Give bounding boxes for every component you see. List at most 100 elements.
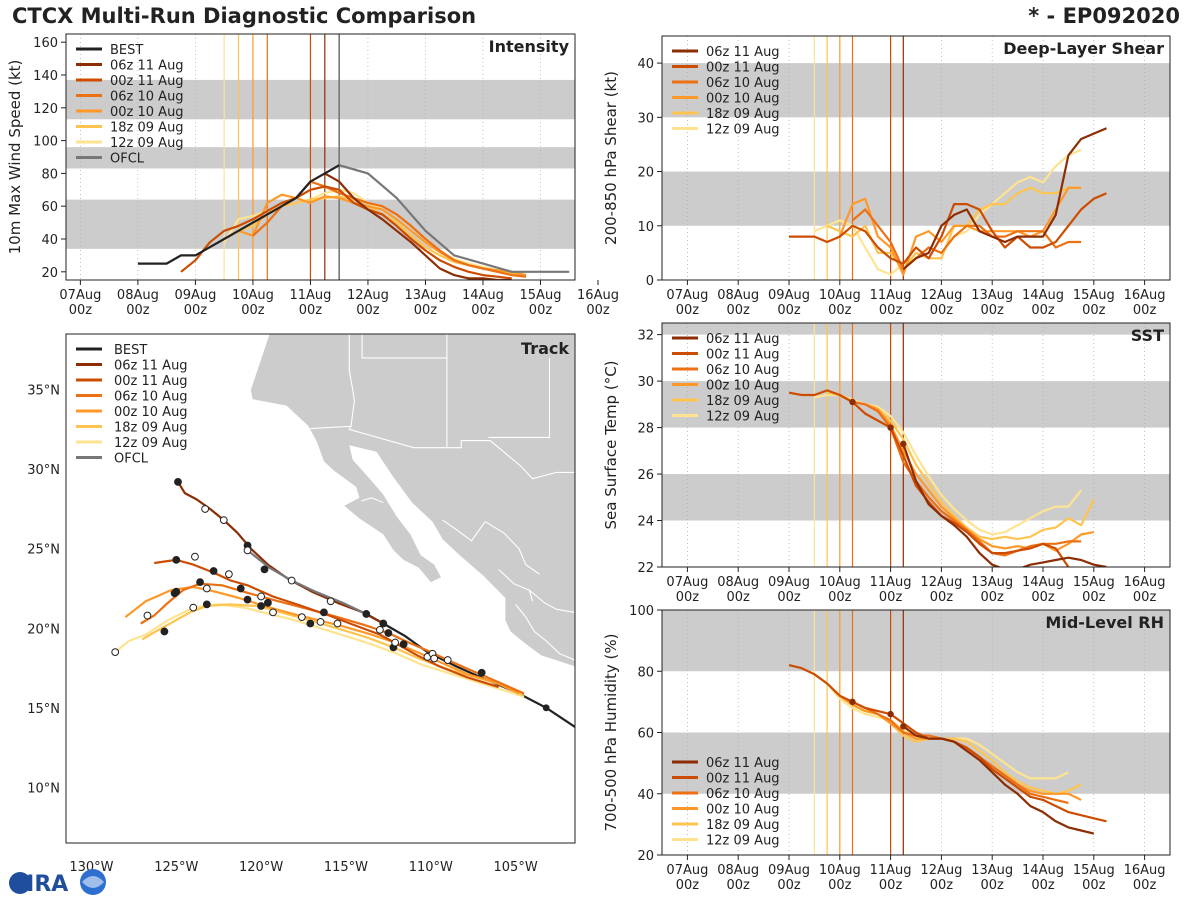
track-marker	[172, 555, 181, 564]
x-tick-hour: 00z	[1082, 303, 1106, 318]
x-tick-hour: 00z	[529, 303, 553, 318]
legend-label: 06z 10 Aug	[706, 363, 780, 378]
legend-label: 06z 11 Aug	[114, 359, 188, 374]
series-line	[902, 443, 1107, 567]
track-marker	[202, 600, 211, 609]
legend-label: 00z 10 Aug	[114, 405, 188, 420]
y-tick-label: 0	[646, 274, 654, 289]
y-tick-label: 20	[41, 266, 58, 281]
shade-band	[662, 171, 1170, 226]
lon-tick-label: 125°W	[154, 860, 198, 875]
x-tick-hour: 00z	[1082, 878, 1106, 893]
y-tick-label: 20	[637, 166, 654, 181]
y-axis-label: 10m Max Wind Speed (kt)	[6, 60, 24, 255]
x-tick-label: 08Aug	[117, 288, 159, 303]
track-marker	[430, 654, 439, 663]
logo-text: CIRA	[10, 872, 68, 897]
legend-label: BEST	[110, 43, 143, 58]
shade-band	[662, 63, 1170, 118]
border-line	[361, 334, 448, 359]
legend-label: 06z 11 Aug	[706, 756, 780, 771]
legend-label: 12z 09 Aug	[706, 123, 780, 138]
x-tick-label: 13Aug	[971, 575, 1013, 590]
marker-point	[887, 424, 894, 431]
lat-tick-label: 15°N	[27, 702, 60, 717]
x-tick-label: 15Aug	[1073, 288, 1115, 303]
x-tick-label: 13Aug	[971, 863, 1013, 878]
x-tick-label: 10Aug	[819, 863, 861, 878]
y-tick-label: 160	[33, 36, 58, 51]
track-marker	[391, 638, 400, 647]
storm-id: * - EP092020	[1028, 4, 1180, 28]
legend-label: OFCL	[114, 452, 149, 467]
x-tick-label: 11Aug	[870, 288, 912, 303]
panel-title: SST	[1131, 326, 1164, 345]
y-tick-label: 40	[41, 233, 58, 248]
track-marker	[443, 656, 452, 664]
legend-label: 00z 10 Aug	[706, 803, 780, 818]
x-tick-hour: 00z	[1133, 590, 1157, 605]
x-tick-label: 15Aug	[1073, 863, 1115, 878]
x-tick-hour: 00z	[299, 303, 323, 318]
x-tick-label: 08Aug	[717, 575, 759, 590]
x-tick-label: 07Aug	[666, 863, 708, 878]
panel-title: Track	[521, 339, 569, 358]
y-tick-label: 60	[41, 200, 58, 215]
legend-label: 00z 11 Aug	[706, 772, 780, 787]
x-tick-hour: 00z	[828, 590, 852, 605]
track-line	[141, 603, 523, 697]
y-tick-label: 10	[637, 220, 654, 235]
series-line	[324, 172, 512, 280]
x-tick-hour: 00z	[356, 303, 380, 318]
x-tick-hour: 00z	[586, 303, 610, 318]
panel-rh: 2040608010007Aug00z08Aug00z09Aug00z10Aug…	[602, 604, 1171, 893]
series-line	[902, 127, 1107, 271]
axes-frame	[65, 33, 576, 281]
plot-area	[662, 610, 1170, 855]
plot-area	[662, 36, 1170, 280]
track-line	[246, 549, 367, 615]
x-tick-hour: 00z	[69, 303, 93, 318]
x-tick-hour: 00z	[930, 590, 954, 605]
legend-label: 18z 09 Aug	[706, 107, 780, 122]
x-tick-hour: 00z	[1031, 303, 1055, 318]
series-line	[814, 393, 1082, 536]
plot-area	[66, 34, 575, 280]
best-track	[365, 613, 575, 728]
x-tick-hour: 00z	[184, 303, 208, 318]
x-tick-hour: 00z	[676, 590, 700, 605]
track-marker	[191, 552, 199, 561]
track-marker	[297, 613, 306, 622]
shade-band	[662, 323, 1170, 335]
track-marker	[477, 668, 486, 677]
panel-shear: 01020304007Aug00z08Aug00z09Aug00z10Aug00…	[602, 35, 1171, 318]
track-line	[154, 558, 499, 689]
legend-label: 06z 11 Aug	[110, 59, 184, 74]
y-tick-label: 40	[637, 788, 654, 803]
y-tick-label: 100	[629, 604, 654, 619]
axes-frame	[661, 35, 1171, 281]
marker-point	[849, 398, 856, 406]
series-line	[851, 208, 1082, 271]
x-tick-hour: 00z	[777, 590, 801, 605]
x-tick-hour: 00z	[879, 878, 903, 893]
lat-tick-label: 35°N	[27, 384, 60, 399]
series-line	[180, 185, 512, 280]
legend-label: 06z 10 Aug	[706, 787, 780, 802]
x-tick-label: 09Aug	[768, 863, 810, 878]
x-tick-hour: 00z	[471, 303, 495, 318]
y-tick-label: 140	[33, 69, 58, 84]
x-tick-label: 14Aug	[1022, 575, 1064, 590]
x-tick-label: 10Aug	[819, 575, 861, 590]
x-tick-label: 08Aug	[717, 863, 759, 878]
track-marker	[399, 640, 408, 649]
marker-point	[900, 440, 907, 448]
land-mass	[250, 334, 575, 667]
track-marker	[202, 584, 211, 593]
y-axis-label: 200-850 hPa Shear (kt)	[602, 71, 620, 245]
x-tick-hour: 00z	[828, 303, 852, 318]
legend-label: 00z 10 Aug	[706, 92, 780, 107]
x-tick-hour: 00z	[241, 303, 265, 318]
